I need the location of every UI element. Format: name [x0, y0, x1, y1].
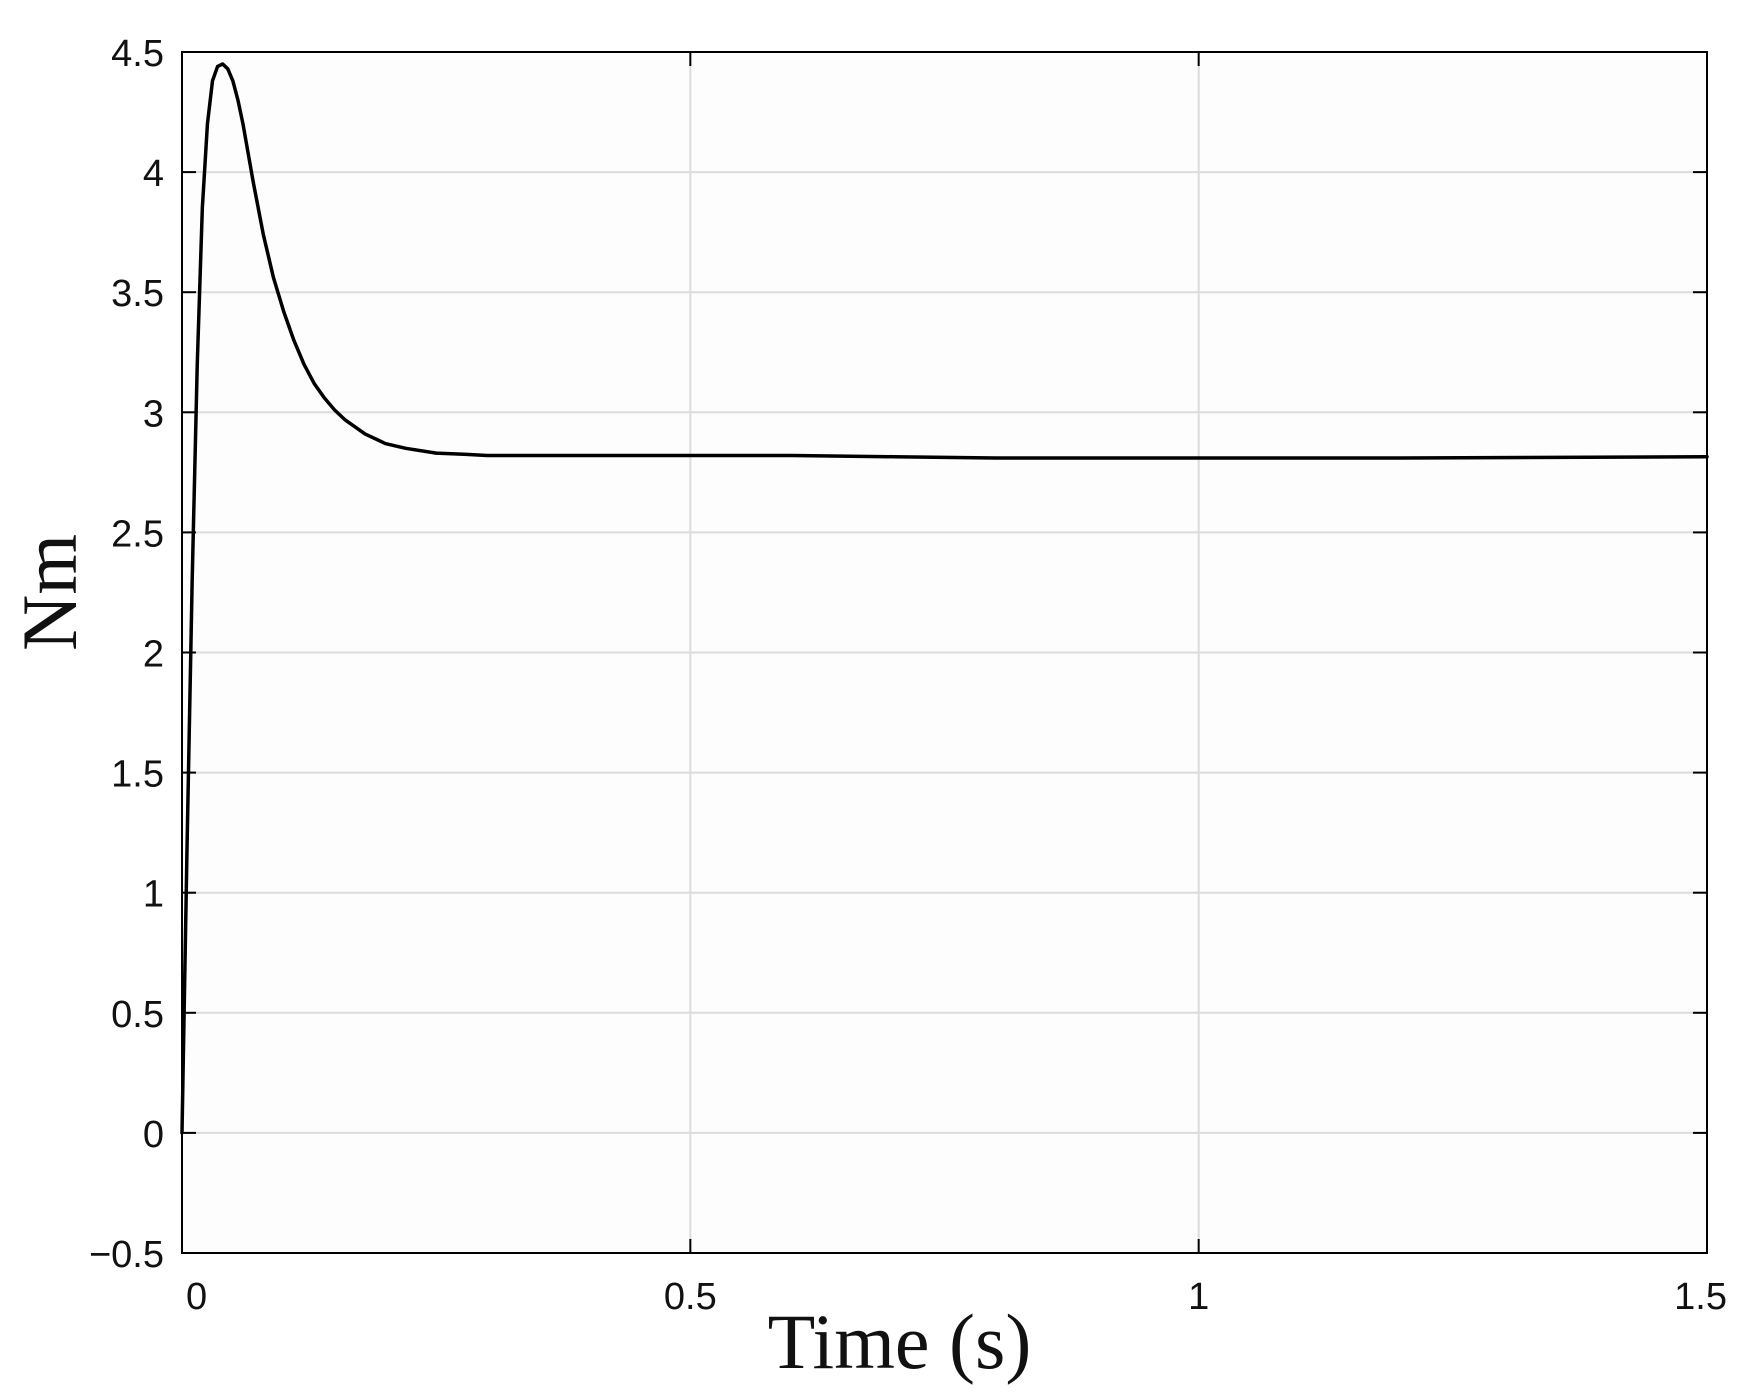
y-tick-label: 0	[143, 1114, 164, 1156]
y-tick-label: 2	[143, 634, 164, 676]
x-tick-label: 1.5	[1674, 1276, 1727, 1318]
y-tick-labels: −0.5 0 0.5 1 1.5 2 2.5 3 3.5 4 4.5	[89, 33, 164, 1276]
grid	[182, 52, 1707, 1253]
y-tick-label: 3	[143, 393, 164, 435]
x-tick-label: 0	[186, 1276, 207, 1318]
y-tick-label: 2.5	[111, 513, 164, 555]
y-tick-label: 1.5	[111, 754, 164, 796]
y-tick-label: 4.5	[111, 33, 164, 75]
y-tick-label: 4	[143, 153, 164, 195]
y-axis-title: Nm	[6, 534, 93, 651]
x-tick-label: 0.5	[664, 1276, 717, 1318]
x-tick-labels: 0 0.5 1 1.5	[186, 1276, 1727, 1318]
x-tick-label: 1	[1188, 1276, 1209, 1318]
y-tick-label: 0.5	[111, 994, 164, 1036]
y-tick-label: −0.5	[89, 1234, 164, 1276]
x-axis-title: Time (s)	[768, 1298, 1032, 1385]
y-tick-label: 3.5	[111, 273, 164, 315]
series-line	[180, 62, 1709, 1135]
tick-marks	[181, 51, 1708, 1254]
y-tick-label: 1	[143, 874, 164, 916]
